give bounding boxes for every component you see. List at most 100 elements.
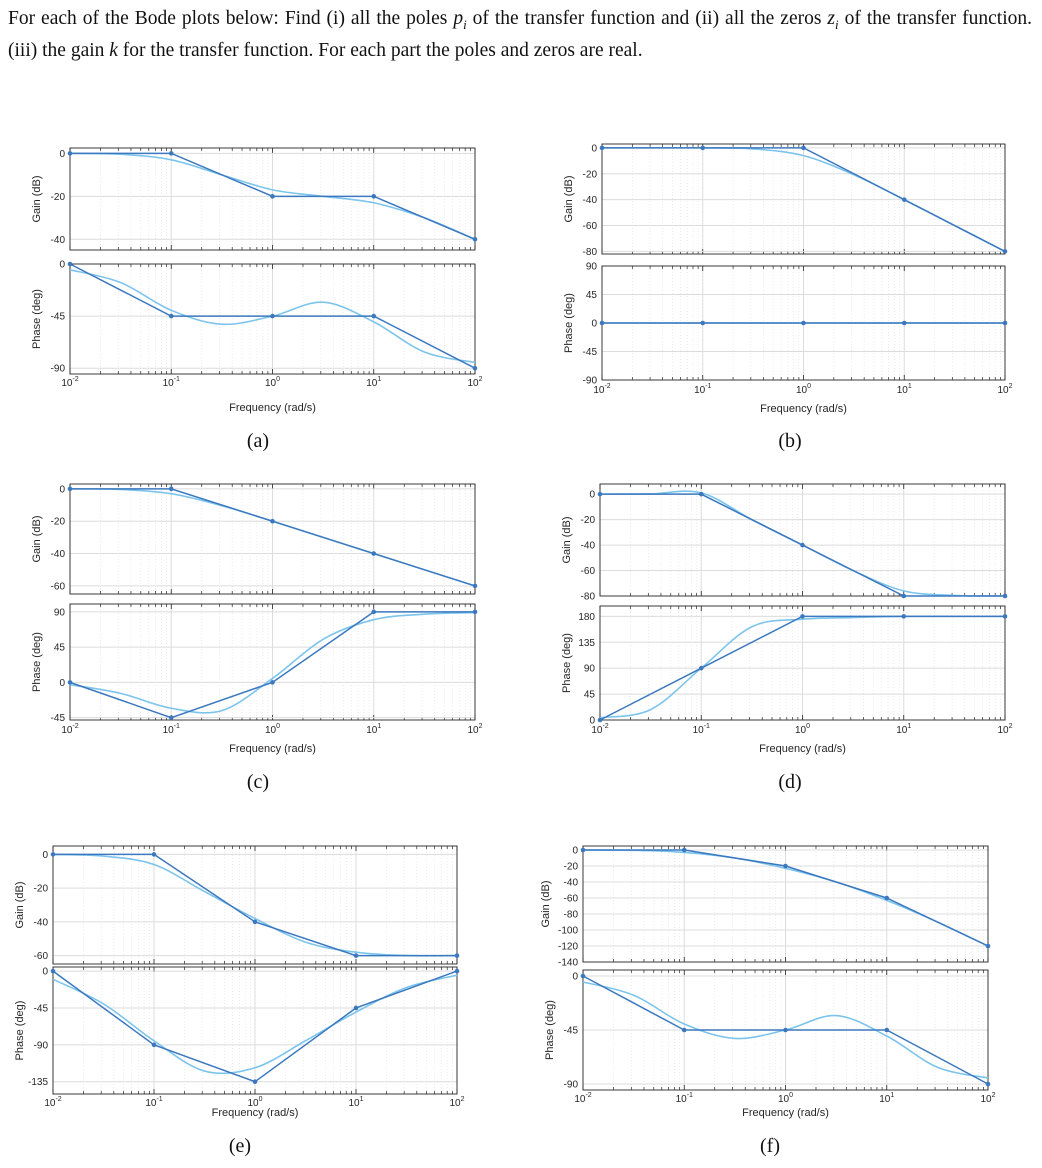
asymptote-point bbox=[1002, 320, 1008, 326]
frequency-axis-label: Frequency (rad/s) bbox=[742, 1107, 829, 1119]
y-tick-label: 135 bbox=[578, 638, 595, 649]
figure-caption: (a) bbox=[247, 430, 269, 452]
x-tick-label: 102 bbox=[997, 383, 1012, 396]
figure-caption: (f) bbox=[760, 1135, 780, 1157]
y-tick-label: -140 bbox=[558, 958, 578, 969]
phase-panel: 0 -45 -90 Phase (deg) bbox=[31, 260, 478, 375]
x-tick-label: 10-1 bbox=[163, 376, 180, 389]
gain-panel: 0 -20 -40 -60 Gain (dB) bbox=[31, 483, 478, 595]
y-tick-label: 90 bbox=[586, 262, 598, 273]
bode-figure-d: 0 -20 -40 -60 -80 Gain (dB) 180 135 90 45 0 Phase (… bbox=[561, 483, 1013, 793]
y-tick-label: -60 bbox=[564, 894, 579, 905]
x-tick-label: 101 bbox=[366, 376, 381, 389]
y-tick-label: -20 bbox=[581, 515, 596, 526]
axes-box bbox=[582, 969, 989, 1091]
x-tick-label: 10-2 bbox=[61, 376, 78, 389]
statement-text: z bbox=[827, 8, 836, 29]
figure-caption: (c) bbox=[247, 771, 269, 793]
x-tick-label: 10-1 bbox=[676, 1092, 693, 1105]
gain-axis-label: Gain (dB) bbox=[31, 175, 43, 222]
asymptote-point bbox=[50, 968, 56, 974]
y-tick-label: -90 bbox=[34, 1040, 49, 1051]
asymptote-point bbox=[681, 847, 687, 853]
statement-text: For each of the Bode plots below: Find (… bbox=[8, 8, 454, 29]
y-tick-label: -40 bbox=[583, 195, 598, 206]
frequency-axis-label: Frequency (rad/s) bbox=[229, 402, 316, 414]
frequency-axis-label: Frequency (rad/s) bbox=[759, 743, 846, 755]
statement-text: of the transfer function and (ii) all th… bbox=[466, 8, 828, 29]
asymptote-point bbox=[884, 895, 890, 901]
y-tick-label: -40 bbox=[51, 549, 66, 560]
y-tick-label: -100 bbox=[558, 926, 578, 937]
y-tick-label: 0 bbox=[59, 678, 65, 689]
x-tick-label: 10-1 bbox=[694, 383, 711, 396]
x-tick-label: 100 bbox=[796, 383, 811, 396]
asymptote-point bbox=[597, 491, 603, 497]
asymptote-point bbox=[50, 852, 56, 857]
y-tick-label: 0 bbox=[572, 972, 578, 983]
gain-axis-label: Gain (dB) bbox=[14, 881, 26, 928]
x-tick-label: 101 bbox=[897, 383, 912, 396]
y-tick-label: 0 bbox=[572, 846, 578, 857]
statement-text: for the transfer function. For each part… bbox=[117, 39, 643, 61]
statement-text: k bbox=[109, 39, 118, 61]
asymptote-point bbox=[270, 194, 275, 199]
axes-box bbox=[599, 483, 1006, 597]
asymptote-point bbox=[472, 365, 478, 371]
x-tick-label: 102 bbox=[449, 1096, 464, 1109]
phase-axis-label: Phase (deg) bbox=[544, 1000, 556, 1060]
y-tick-label: -120 bbox=[558, 942, 578, 953]
bode-figure-c: 0 -20 -40 -60 Gain (dB) 90 45 0 -45 Phase (deg) 10… bbox=[31, 483, 483, 793]
asymptote-point bbox=[472, 236, 478, 242]
asymptote-point bbox=[783, 1027, 788, 1033]
phase-axis-label: Phase (deg) bbox=[561, 633, 573, 693]
phase-panel: 180 135 90 45 0 Phase (deg) bbox=[561, 605, 1008, 727]
bode-figure-b: 0 -20 -40 -60 -80 Gain (dB) 90 45 0 -45 -90 Phase (… bbox=[563, 143, 1013, 452]
asymptote-point bbox=[252, 919, 258, 925]
asymptote-point bbox=[270, 313, 275, 319]
y-tick-label: 0 bbox=[589, 490, 595, 501]
axes-box bbox=[69, 483, 476, 595]
axes-box bbox=[582, 845, 989, 963]
y-tick-label: -20 bbox=[583, 169, 598, 180]
asymptote-point bbox=[700, 145, 706, 151]
asymptote-point bbox=[800, 614, 805, 619]
asymptote-point bbox=[168, 313, 174, 319]
x-tick-label: 102 bbox=[467, 376, 482, 389]
statement-text: p bbox=[453, 8, 464, 29]
y-tick-label: -20 bbox=[51, 192, 66, 203]
y-tick-label: -40 bbox=[564, 878, 579, 889]
exact-response-curve bbox=[69, 152, 476, 240]
asymptote-point bbox=[580, 847, 586, 853]
y-tick-label: -60 bbox=[34, 951, 49, 962]
y-tick-label: 0 bbox=[42, 850, 48, 861]
gain-panel: 0 -20 -40 -60 -80 -100 -120 -140 Gain (dB) bbox=[540, 845, 991, 969]
gain-axis-label: Gain (dB) bbox=[561, 516, 573, 563]
gain-panel: 0 -20 -40 Gain (dB) bbox=[31, 147, 478, 251]
asymptote-point bbox=[901, 320, 907, 326]
y-tick-label: -135 bbox=[28, 1077, 48, 1088]
gain-panel: 0 -20 -40 -60 -80 Gain (dB) bbox=[561, 483, 1008, 603]
y-tick-label: -80 bbox=[583, 247, 598, 258]
frequency-axis-label: Frequency (rad/s) bbox=[760, 403, 847, 415]
y-tick-label: 0 bbox=[591, 143, 597, 154]
asymptote-point bbox=[454, 968, 460, 974]
y-tick-label: -20 bbox=[51, 517, 66, 528]
y-tick-label: 180 bbox=[578, 612, 595, 623]
x-tick-label: 10-2 bbox=[574, 1092, 591, 1105]
x-tick-label: 101 bbox=[879, 1092, 894, 1105]
asymptote-point bbox=[371, 609, 377, 615]
phase-panel: 90 45 0 -45 Phase (deg) bbox=[31, 603, 478, 724]
figure-caption: (b) bbox=[778, 430, 801, 452]
asymptote-point bbox=[597, 717, 603, 723]
statement-text: i bbox=[835, 16, 839, 32]
axes-box bbox=[52, 845, 458, 965]
figure-caption: (d) bbox=[778, 771, 801, 793]
asymptote-point bbox=[985, 943, 991, 949]
gain-axis-label: Gain (dB) bbox=[540, 880, 552, 927]
x-tick-label: 10-2 bbox=[593, 383, 610, 396]
asymptote-point bbox=[252, 1079, 258, 1085]
axes-box bbox=[52, 966, 458, 1095]
asymptote-point bbox=[151, 1042, 157, 1048]
